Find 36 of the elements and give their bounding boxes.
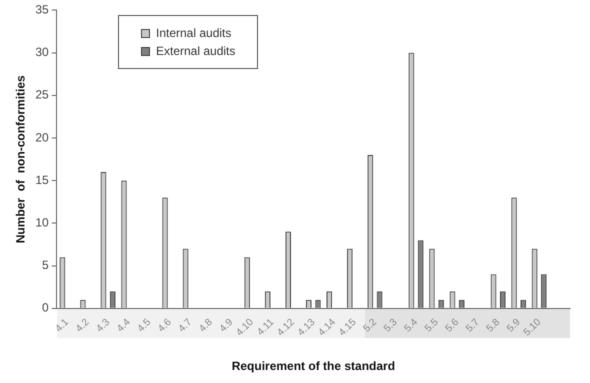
x-tick-label: 5.5: [423, 316, 441, 334]
x-axis-title: Requirement of the standard: [232, 359, 396, 374]
y-tick-label: 20: [35, 130, 50, 144]
x-tick-label: 5.6: [444, 316, 462, 334]
x-tick-label: 4.12: [275, 316, 298, 338]
x-tick-label: 4.11: [255, 316, 277, 338]
x-tick-label: 4.14: [316, 316, 338, 338]
x-tick-label: 5.10: [522, 316, 544, 338]
y-tick-label: 0: [42, 300, 50, 315]
x-tick-label: 4.4: [115, 316, 133, 334]
legend-label: External audits: [156, 44, 236, 58]
x-tick-label: 4.3: [94, 316, 112, 334]
x-tick-label: 5.2: [361, 316, 380, 334]
x-tick-label: 5.3: [382, 316, 400, 334]
x-tick-label: 4.6: [156, 316, 174, 334]
x-tick-label: 4.8: [197, 316, 216, 334]
y-tick-label: 10: [35, 215, 50, 230]
legend-label: Internal audits: [156, 26, 232, 40]
y-axis-title: Number of non-conformities: [14, 74, 28, 244]
x-tick-label: 5.7: [464, 316, 482, 334]
x-tick-label: 4.7: [176, 316, 195, 334]
y-tick-label: 30: [35, 45, 50, 60]
x-tick-label: 4.5: [136, 316, 154, 334]
x-tick-label: 5.8: [484, 316, 503, 334]
x-tick-label: 5.4: [402, 316, 420, 334]
y-tick-label: 25: [35, 88, 50, 102]
x-tick-label: 5.9: [505, 316, 524, 334]
y-tick-label: 35: [35, 2, 50, 17]
x-tick-label: 4.9: [218, 316, 236, 334]
y-tick-label: 15: [35, 172, 50, 187]
x-tick-label: 4.13: [296, 316, 318, 338]
y-tick-label: 5: [42, 258, 50, 272]
x-tick-label: 4.1: [53, 316, 72, 334]
x-tick-label: 4.15: [336, 316, 359, 338]
x-tick-label: 4.10: [234, 316, 256, 338]
x-tick-label: 4.2: [74, 316, 92, 334]
